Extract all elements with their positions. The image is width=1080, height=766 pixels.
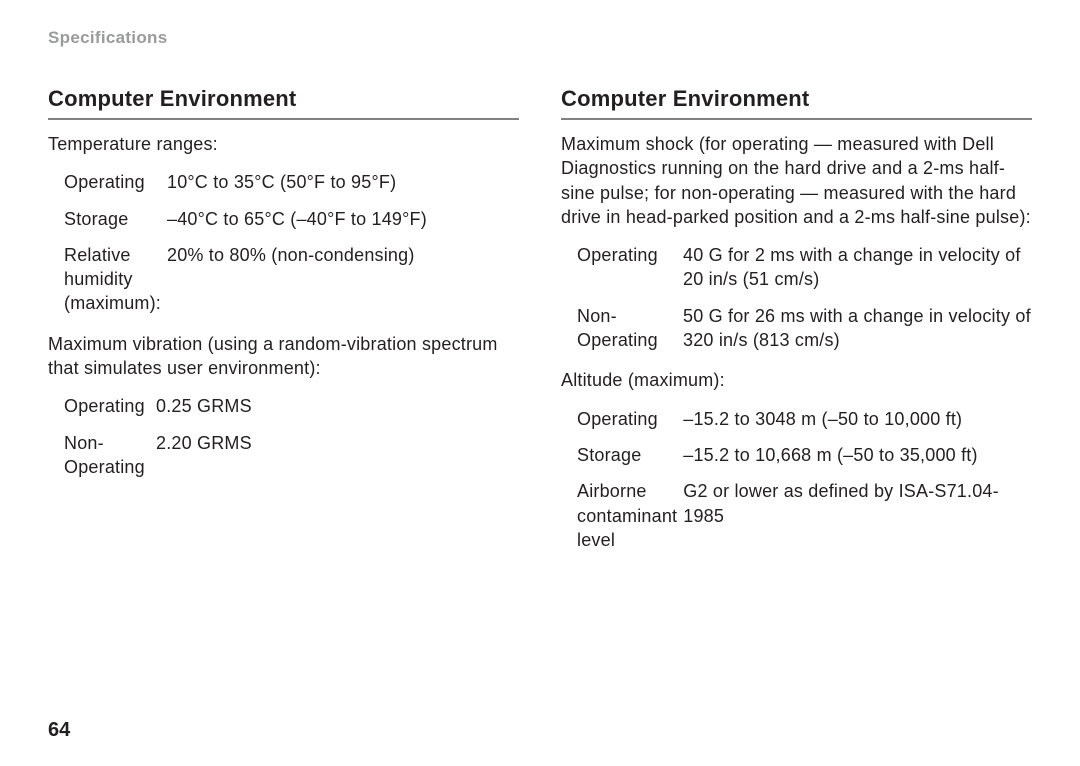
- table-row: Airborne contaminant level G2 or lower a…: [561, 473, 1032, 558]
- spec-label: Airborne contaminant level: [561, 473, 683, 558]
- spec-label: Operating: [561, 401, 683, 437]
- left-column: Computer Environment Temperature ranges:…: [48, 86, 519, 568]
- table-row: Storage –15.2 to 10,668 m (–50 to 35,000…: [561, 437, 1032, 473]
- spec-value: 40 G for 2 ms with a change in velocity …: [683, 237, 1032, 298]
- altitude-table: Operating –15.2 to 3048 m (–50 to 10,000…: [561, 401, 1032, 558]
- spec-value: –15.2 to 3048 m (–50 to 10,000 ft): [683, 401, 1032, 437]
- table-row: Operating 10°C to 35°C (50°F to 95°F): [48, 164, 519, 200]
- spec-value: 2.20 GRMS: [156, 425, 519, 486]
- content-columns: Computer Environment Temperature ranges:…: [48, 86, 1032, 568]
- table-row: Operating 40 G for 2 ms with a change in…: [561, 237, 1032, 298]
- spec-value: 0.25 GRMS: [156, 388, 519, 424]
- temperature-intro: Temperature ranges:: [48, 132, 519, 156]
- altitude-intro: Altitude (maximum):: [561, 368, 1032, 392]
- page-header: Specifications: [48, 28, 1032, 48]
- spec-label: Storage: [48, 201, 167, 237]
- table-row: Non-Operating 2.20 GRMS: [48, 425, 519, 486]
- spec-label: Non-Operating: [48, 425, 156, 486]
- spec-label: Non-Operating: [561, 298, 683, 359]
- right-column: Computer Environment Maximum shock (for …: [561, 86, 1032, 568]
- spec-label: Relative humidity (maximum):: [48, 237, 167, 322]
- spec-value: –40°C to 65°C (–40°F to 149°F): [167, 201, 519, 237]
- page-number: 64: [48, 719, 70, 742]
- vibration-intro: Maximum vibration (using a random-vibrat…: [48, 332, 519, 381]
- right-section-title: Computer Environment: [561, 86, 1032, 120]
- left-section-title: Computer Environment: [48, 86, 519, 120]
- spec-label: Operating: [48, 164, 167, 200]
- spec-label: Storage: [561, 437, 683, 473]
- table-row: Operating 0.25 GRMS: [48, 388, 519, 424]
- spec-value: 10°C to 35°C (50°F to 95°F): [167, 164, 519, 200]
- vibration-table: Operating 0.25 GRMS Non-Operating 2.20 G…: [48, 388, 519, 485]
- spec-value: 50 G for 26 ms with a change in velocity…: [683, 298, 1032, 359]
- shock-table: Operating 40 G for 2 ms with a change in…: [561, 237, 1032, 358]
- table-row: Relative humidity (maximum): 20% to 80% …: [48, 237, 519, 322]
- spec-label: Operating: [561, 237, 683, 298]
- temperature-table: Operating 10°C to 35°C (50°F to 95°F) St…: [48, 164, 519, 321]
- table-row: Non-Operating 50 G for 26 ms with a chan…: [561, 298, 1032, 359]
- spec-value: 20% to 80% (non-condensing): [167, 237, 519, 322]
- spec-value: –15.2 to 10,668 m (–50 to 35,000 ft): [683, 437, 1032, 473]
- table-row: Operating –15.2 to 3048 m (–50 to 10,000…: [561, 401, 1032, 437]
- spec-label: Operating: [48, 388, 156, 424]
- shock-intro: Maximum shock (for operating — measured …: [561, 132, 1032, 229]
- table-row: Storage –40°C to 65°C (–40°F to 149°F): [48, 201, 519, 237]
- spec-value: G2 or lower as defined by ISA-S71.04-198…: [683, 473, 1032, 558]
